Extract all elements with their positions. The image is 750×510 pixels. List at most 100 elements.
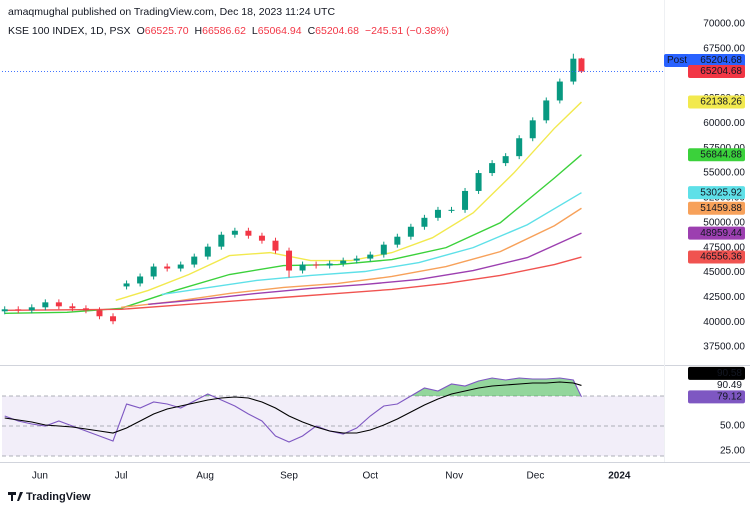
symbol: KSE 100 INDEX, 1D, PSX [8, 25, 131, 37]
candle-body [204, 246, 211, 257]
candle-body [28, 307, 35, 311]
candle-body [556, 81, 563, 101]
post-tag-box [664, 54, 690, 68]
candle-body [434, 209, 441, 218]
y-tick-label: 50000.00 [703, 217, 745, 228]
last-price-label: 65204.68 [700, 66, 742, 77]
candle-body [313, 264, 320, 266]
rsi-value: 79.12 [717, 392, 742, 403]
ma-value-label-box [688, 250, 745, 264]
candle-body [191, 256, 198, 265]
y-tick-label: 45000.00 [703, 267, 745, 278]
x-tick-label: Jul [115, 471, 128, 482]
ma-value-label-box [688, 95, 745, 109]
ma-value-label-box [688, 186, 745, 200]
candle-body [272, 240, 279, 251]
candle-body [326, 263, 333, 266]
l-value: 65064.94 [258, 25, 302, 37]
post-tag: Post [667, 55, 687, 66]
moving-average [148, 232, 582, 306]
rsi-value-box [688, 390, 745, 404]
last-price-label-box [688, 65, 745, 79]
brand: TradingView [26, 491, 91, 503]
candle-body [258, 235, 265, 241]
ma-value-label: 48959.44 [700, 228, 742, 239]
o-value: 66525.70 [145, 25, 189, 37]
candle-body [489, 163, 496, 174]
candle-body [42, 302, 49, 308]
candle-body [367, 254, 374, 259]
moving-average [121, 207, 582, 309]
candle-body [1, 309, 8, 312]
rsi-tick-label: 50.00 [720, 421, 745, 432]
candle-body [407, 226, 414, 237]
candle-body [462, 190, 469, 210]
candle-body [543, 100, 550, 121]
candle-body [164, 266, 171, 269]
candle-body [55, 302, 62, 307]
moving-average [4, 256, 582, 311]
candle-body [69, 306, 76, 309]
y-tick-label: 47500.00 [703, 242, 745, 253]
ma-value-label: 53025.92 [700, 187, 742, 198]
candle-body [286, 250, 293, 271]
plot-layer: Jun Jul Aug Sep Oct Nov Dec 2024 37500.00 40000.0… [1, 19, 745, 482]
candle-body [299, 264, 306, 271]
moving-average [161, 192, 582, 296]
rsi-upper-value: 90.49 [717, 380, 742, 391]
ma-value-label-box [688, 148, 745, 162]
y-tick-label: 70000.00 [703, 19, 745, 30]
candle-body [570, 58, 577, 82]
y-tick-label: 40000.00 [703, 317, 745, 328]
post-price-label-box [688, 54, 745, 68]
y-tick-label: 55000.00 [703, 168, 745, 179]
publisher: amaqmughal published on TradingView.com,… [8, 6, 335, 18]
brand-logo: TradingView [8, 491, 91, 503]
candle-body [218, 234, 225, 247]
ma-value-label: 51459.88 [700, 203, 742, 214]
rsi-line [4, 377, 582, 443]
change: −245.51 (−0.38%) [365, 25, 449, 37]
x-tick-label: Oct [362, 471, 378, 482]
candle-body [82, 308, 89, 311]
candle-body [578, 58, 585, 72]
legend-line: KSE 100 INDEX, 1D, PSX O66525.70 H66586.62… [8, 25, 449, 37]
y-tick-label: 67500.00 [703, 43, 745, 54]
candle-body [245, 230, 252, 236]
candle-body [394, 236, 401, 245]
candle-body [421, 217, 428, 227]
ma-value-label: 46556.36 [700, 252, 742, 263]
candle-body [448, 209, 455, 211]
y-tick-label: 37500.00 [703, 342, 745, 353]
rsi-ma-box [688, 366, 745, 380]
candle-body [96, 310, 103, 317]
candle-body [475, 173, 482, 191]
ma-value-label-box [688, 226, 745, 240]
candle-body [177, 264, 184, 269]
x-tick-label: Dec [527, 471, 545, 482]
candle-body [231, 230, 238, 235]
y-tick-label: 42500.00 [703, 292, 745, 303]
h-value: 66586.62 [202, 25, 246, 37]
rsi-line [4, 381, 582, 434]
c-value: 65204.68 [315, 25, 359, 37]
candle-body [15, 309, 22, 311]
h-letter: H [195, 25, 203, 37]
x-tick-label: Nov [445, 471, 463, 482]
y-tick-label: 60000.00 [703, 118, 745, 129]
ma-value-label: 56844.88 [700, 149, 742, 160]
rsi-tick-label: 25.00 [720, 446, 745, 457]
c-letter: C [308, 25, 316, 37]
l-letter: L [252, 25, 258, 37]
candle-body [150, 266, 157, 277]
moving-average [115, 101, 582, 302]
candle-body [110, 316, 117, 322]
candle-body [502, 156, 509, 164]
candle-body [137, 276, 144, 284]
candle-body [340, 260, 347, 264]
candle-body [353, 258, 360, 261]
candle-body [516, 138, 523, 157]
overbought-fill [4, 378, 582, 396]
